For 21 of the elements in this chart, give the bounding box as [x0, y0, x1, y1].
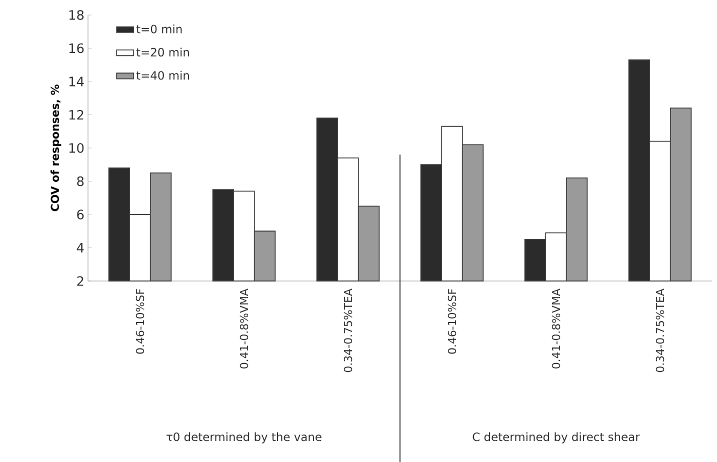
- y-tick-label: 10: [69, 143, 84, 153]
- x-tick-label: 0.34-0.75%TEA: [344, 288, 352, 372]
- text: C determined by direct shear: [472, 432, 640, 444]
- x-tick-label: 0.46-10%SF: [448, 289, 456, 354]
- y-tick-label: 8: [77, 176, 84, 186]
- legend-label: t=0 min: [136, 24, 182, 34]
- y-tick-label: 12: [69, 110, 84, 120]
- legend-label: t=40 min: [136, 70, 189, 80]
- y-tick-label: 2: [77, 276, 84, 286]
- x-tick-label: 0.41-0.8%VMA: [552, 288, 560, 368]
- x-tick-label: 0.34-0.75%TEA: [656, 288, 664, 372]
- legend-label: t=20 min: [136, 48, 189, 57]
- x-tick-label: 0.41-0.8%VMA: [240, 288, 248, 368]
- x-tick-label: 0.46-10%SF: [136, 289, 144, 354]
- y-axis-title: COV of responses, %: [50, 84, 62, 212]
- y-tick-label: 14: [69, 76, 84, 86]
- text: τ0 determined by the vane: [166, 432, 322, 444]
- y-tick-label: 4: [76, 243, 84, 252]
- y-tick-label: 6: [77, 210, 84, 220]
- y-tick-label: 16: [69, 43, 84, 54]
- y-tick-label: 18: [69, 10, 84, 20]
